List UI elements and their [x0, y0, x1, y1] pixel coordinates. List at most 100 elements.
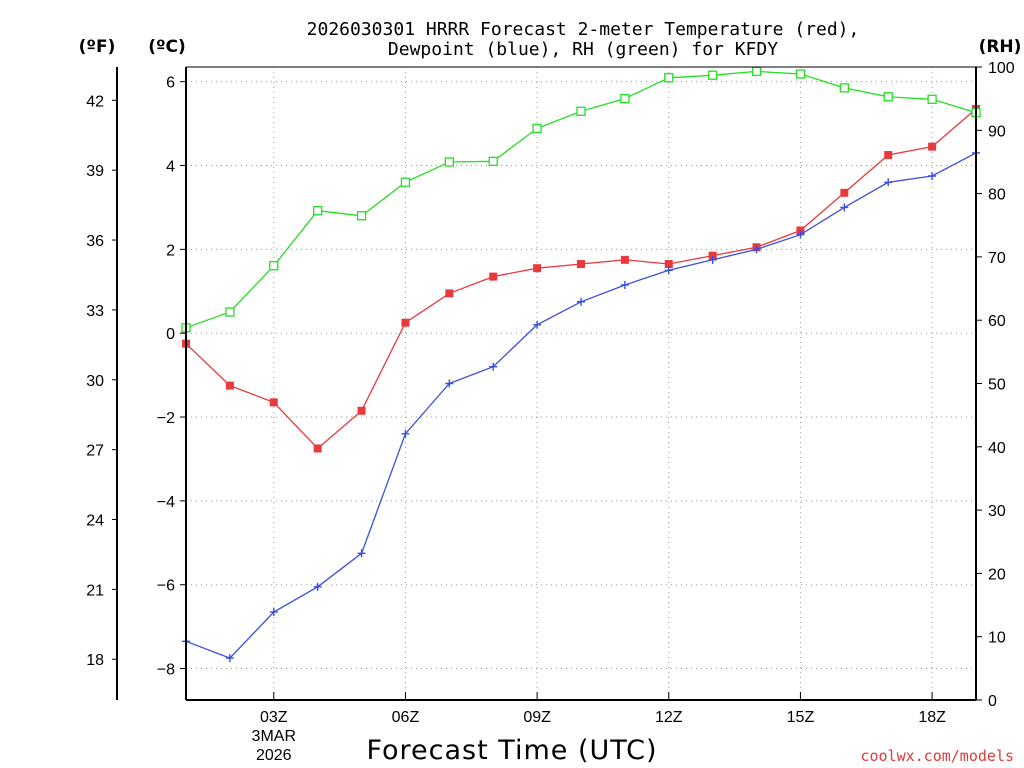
dewpoint-data-point: [620, 280, 629, 289]
frame-layer: [116, 66, 977, 701]
dewpoint-data-point: [225, 654, 234, 663]
rh-tick-label: 30: [988, 503, 1006, 520]
x-tick-label: 18Z: [918, 709, 946, 726]
fahrenheit-tick-label: 42: [86, 93, 104, 110]
celsius-tick-label: 0: [166, 326, 175, 343]
dewpoint-data-point: [577, 297, 585, 306]
rh-data-point: [795, 69, 806, 79]
rh-data-point: [225, 307, 235, 317]
x-axis-title: Forecast Time (UTC): [366, 735, 657, 766]
temperature-data-point: [401, 318, 410, 327]
rh-tick-label: 70: [988, 250, 1006, 267]
rh-tick-label: 0: [988, 693, 997, 710]
celsius-tick-label: 2: [166, 242, 175, 259]
temperature-data-point: [664, 260, 673, 269]
temperature-data-point: [620, 255, 629, 264]
dewpoint-data-point: [489, 362, 498, 371]
rh-tick-label: 40: [988, 440, 1006, 457]
rh-tick-label: 20: [988, 566, 1006, 583]
rh-tick-label: 50: [988, 377, 1006, 394]
dewpoint-data-point: [708, 255, 717, 264]
dewpoint-data-point: [884, 178, 893, 187]
dewpoint-data-point: [796, 230, 805, 239]
rh-data-point: [664, 73, 674, 83]
chart-title-line-1: 2026030301 HRRR Forecast 2-meter Tempera…: [307, 19, 860, 40]
rh-tick-label: 100: [988, 60, 1015, 77]
fahrenheit-tick-label: 27: [86, 443, 104, 460]
fahrenheit-tick-label: 33: [86, 303, 104, 320]
rh-data-point: [576, 106, 586, 116]
x-date-label: 3MAR: [252, 728, 296, 745]
rh-data-point: [751, 66, 762, 77]
dewpoint-data-point: [533, 320, 542, 329]
temperature-data-point: [445, 289, 454, 298]
temperature-data-point: [313, 444, 322, 453]
tick-label-layer: 6420−2−4−6−84239363330272421181009080706…: [86, 60, 1015, 764]
temperature-data-point: [577, 260, 585, 269]
x-tick-label: 03Z: [260, 709, 288, 726]
celsius-tick-label: −8: [157, 662, 175, 679]
dewpoint-data-point: [752, 245, 761, 254]
x-tick-label: 09Z: [523, 709, 551, 726]
fahrenheit-tick-label: 18: [86, 652, 104, 669]
series-layer: [181, 66, 981, 663]
temperature-data-point: [884, 151, 893, 160]
fahrenheit-tick-label: 30: [86, 373, 104, 390]
fahrenheit-axis-unit: (ºF): [79, 37, 116, 57]
rh-data-point: [313, 206, 323, 216]
x-tick-label: 06Z: [392, 709, 420, 726]
grid-layer: [186, 67, 976, 700]
celsius-tick-label: −6: [157, 578, 175, 595]
rh-data-point: [269, 261, 279, 271]
chart-title-line-2: Dewpoint (blue), RH (green) for KFDY: [388, 39, 778, 60]
celsius-tick-label: 4: [166, 159, 175, 176]
temperature-data-point: [796, 226, 805, 235]
rh-data-point: [927, 94, 937, 104]
temperature-data-point: [269, 398, 278, 407]
fahrenheit-tick-label: 36: [86, 233, 104, 250]
x-date-label: 2026: [256, 747, 292, 764]
temperature-data-point: [840, 188, 849, 197]
dewpoint-data-point: [313, 582, 322, 591]
x-tick-label: 12Z: [655, 709, 683, 726]
rh-data-point: [356, 211, 367, 221]
celsius-tick-label: −4: [157, 494, 175, 511]
rh-tick-label: 80: [988, 187, 1006, 204]
celsius-tick-label: −2: [157, 410, 175, 427]
dewpoint-series-line: [185, 152, 977, 659]
rh-data-point: [444, 157, 454, 167]
dewpoint-data-point: [928, 171, 937, 180]
dewpoint-data-point: [401, 429, 410, 438]
celsius-axis-unit: (ºC): [148, 37, 186, 57]
dewpoint-data-point: [840, 203, 849, 212]
rh-data-point: [488, 156, 498, 166]
rh-data-point: [400, 177, 411, 187]
dewpoint-data-point: [357, 549, 366, 558]
rh-tick-label: 90: [988, 123, 1006, 140]
rh-axis-unit: (RH): [979, 37, 1022, 57]
temperature-data-point: [225, 381, 234, 390]
temperature-data-point: [489, 272, 498, 281]
temperature-data-point: [357, 406, 366, 415]
x-tick-label: 15Z: [787, 709, 815, 726]
rh-data-point: [532, 123, 542, 134]
celsius-tick-label: 6: [166, 75, 175, 92]
rh-data-point: [620, 94, 630, 104]
temperature-data-point: [928, 142, 937, 151]
fahrenheit-tick-label: 39: [86, 163, 104, 180]
temperature-series-line: [185, 108, 977, 450]
credit-text: coolwx.com/models: [860, 747, 1014, 765]
fahrenheit-tick-label: 21: [86, 582, 104, 599]
rh-data-point: [839, 83, 849, 93]
temperature-data-point: [708, 251, 717, 260]
fahrenheit-tick-label: 24: [86, 513, 104, 530]
temperature-data-point: [533, 264, 542, 273]
dewpoint-data-point: [445, 379, 454, 388]
dewpoint-data-point: [664, 266, 673, 275]
dewpoint-data-point: [269, 607, 278, 616]
rh-tick-label: 60: [988, 313, 1006, 330]
rh-data-point: [883, 92, 893, 102]
rh-tick-label: 10: [988, 630, 1006, 647]
